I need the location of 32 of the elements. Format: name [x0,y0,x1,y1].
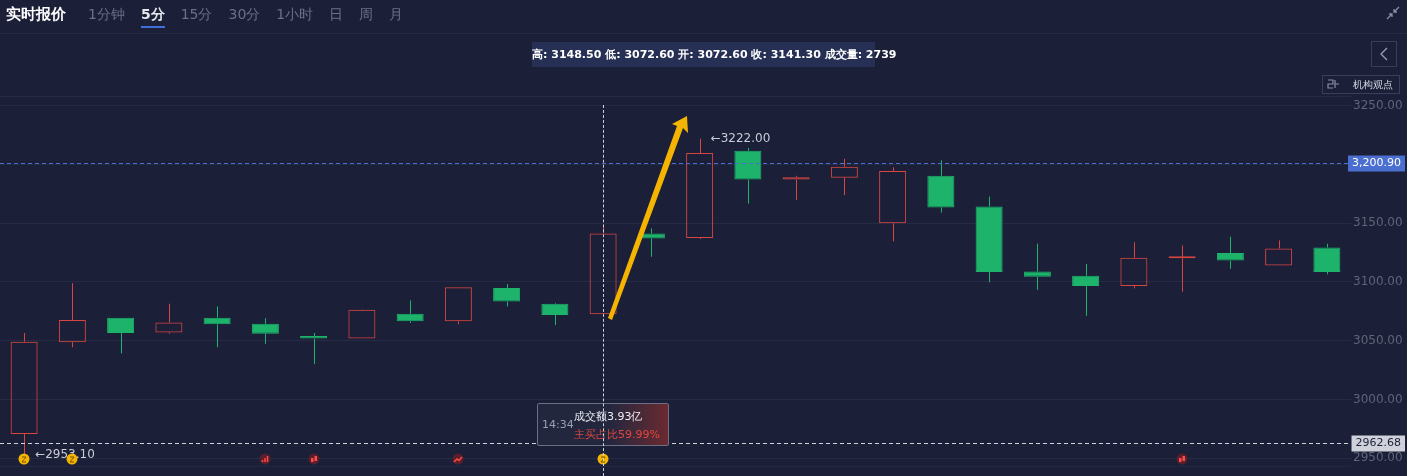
candlestick [1023,243,1051,291]
y-tick-label: 3100.00 [1353,274,1403,289]
y-tick-label: 3250.00 [1353,97,1403,112]
text: 1小时 [276,6,314,24]
candlestick [927,159,955,214]
y-tick-label: 3000.00 [1353,391,1403,406]
annotation: ←3222.00 [710,130,771,145]
candlestick [396,299,424,324]
y-tick-label: 3050.00 [1353,332,1403,347]
text: 5分 [140,6,165,28]
candlestick [975,196,1003,283]
text: 高: 3148.50 低: 3072.60 开: 3072.60 收: 3141.30 成交量: 2739 [532,47,897,63]
text: 日 [329,6,344,24]
y-tick-label: 2950.00 [1353,450,1403,465]
text: 30分 [228,6,261,24]
text: 15分 [180,6,213,24]
candlestick [541,303,569,326]
ref-line-label: 3,200.90 [1352,156,1401,170]
text: 周 [359,6,374,24]
chart-title: 实时报价 [6,5,66,24]
annotation: 14:34 [542,418,574,431]
text: 机构观点 [1353,79,1393,90]
candlestick [300,332,328,365]
ref-line-label: 2962.68 [1355,436,1402,450]
candlestick [1216,236,1244,270]
text: 1分钟 [88,6,125,24]
candlestick [1072,263,1100,317]
candlestick [734,147,762,205]
text: 月 [389,6,404,24]
annotation: 成交额3.93亿 [574,409,643,423]
candlestick [251,317,279,345]
y-tick-label: 3150.00 [1353,215,1403,230]
